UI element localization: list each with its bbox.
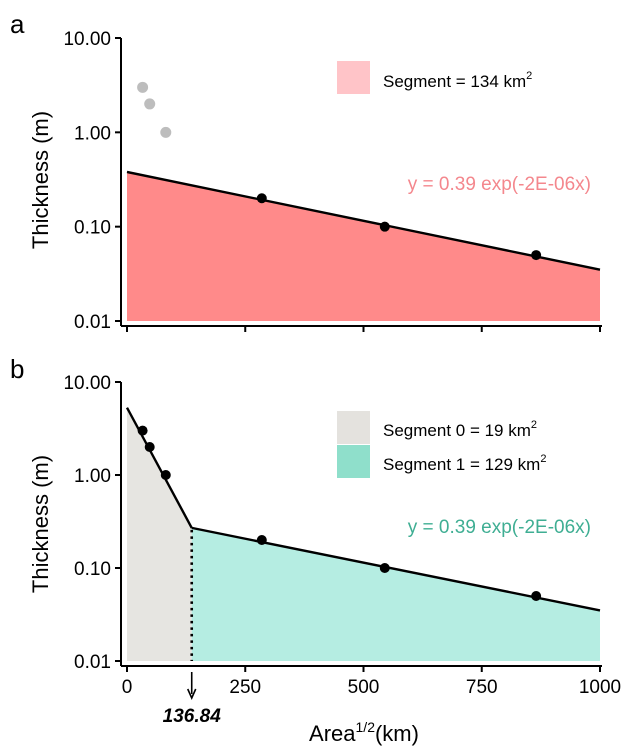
fit-line-segment0 — [125, 407, 193, 529]
panel-b: b 10.00 1.00 0.10 0.01 0 250 500 750 1000 136.8… — [10, 354, 621, 746]
y-tick-label: 10.00 — [63, 29, 111, 50]
legend-label-segment1: Segment 1 = 129 km2 — [383, 453, 546, 474]
segment-fill — [127, 171, 600, 321]
data-points — [137, 425, 542, 601]
segment0-fill — [127, 407, 192, 661]
x-tick-label: 500 — [348, 677, 380, 698]
excluded-point — [144, 98, 156, 110]
data-points — [137, 81, 542, 261]
excluded-point — [137, 81, 149, 93]
x-tick-label: 250 — [229, 677, 261, 698]
fit-equation: y = 0.39 exp(-2E-06x) — [408, 174, 591, 195]
data-point — [379, 221, 390, 232]
legend-label-segment0: Segment 0 = 19 km2 — [383, 419, 537, 440]
x-tick-label: 1000 — [579, 677, 621, 698]
y-tick-label: 0.01 — [74, 312, 111, 333]
data-point — [137, 425, 148, 436]
data-point — [160, 470, 171, 480]
x-ticks — [126, 326, 601, 332]
y-axis-label: Thickness (m) — [28, 111, 53, 249]
legend-swatch-segment0 — [337, 411, 370, 444]
y-axis-label: Thickness (m) — [28, 455, 53, 593]
panel-label-b: b — [10, 354, 24, 384]
data-point — [256, 535, 267, 546]
panel-a: a 10.00 1.00 0.10 0.01 Thickness (m) Segmen… — [10, 9, 602, 333]
data-point — [531, 250, 542, 261]
y-tick-label: 0.10 — [74, 559, 111, 580]
legend-label: Segment = 134 km2 — [383, 70, 532, 91]
breakpoint-label: 136.84 — [163, 706, 222, 727]
y-tick-label: 1.00 — [74, 123, 111, 144]
data-point — [379, 563, 390, 573]
data-point — [144, 442, 155, 453]
legend: Segment 0 = 19 km2 Segment 1 = 129 km2 — [337, 411, 546, 478]
legend: Segment = 134 km2 — [337, 61, 532, 94]
y-ticks: 10.00 1.00 0.10 0.01 — [63, 373, 121, 673]
excluded-point — [160, 126, 172, 138]
y-tick-label: 0.01 — [74, 652, 111, 673]
x-ticks: 0 250 500 750 1000 — [122, 666, 621, 698]
breakpoint-arrow-icon — [186, 672, 197, 700]
x-tick-label: 750 — [466, 677, 498, 698]
y-ticks: 10.00 1.00 0.10 0.01 — [63, 29, 121, 333]
data-point — [256, 193, 267, 204]
y-tick-label: 10.00 — [63, 373, 111, 394]
legend-swatch-segment1 — [337, 445, 370, 478]
panel-label-a: a — [10, 9, 25, 39]
segment1-fill — [191, 527, 600, 661]
fit-equation: y = 0.39 exp(-2E-06x) — [408, 517, 591, 538]
x-tick-label: 0 — [122, 677, 133, 698]
legend-swatch — [337, 61, 370, 94]
x-axis-label: Area1/2(km) — [309, 719, 419, 746]
y-tick-label: 1.00 — [74, 466, 111, 487]
data-point — [531, 590, 542, 601]
y-tick-label: 0.10 — [74, 218, 111, 239]
fit-line — [126, 170, 601, 271]
